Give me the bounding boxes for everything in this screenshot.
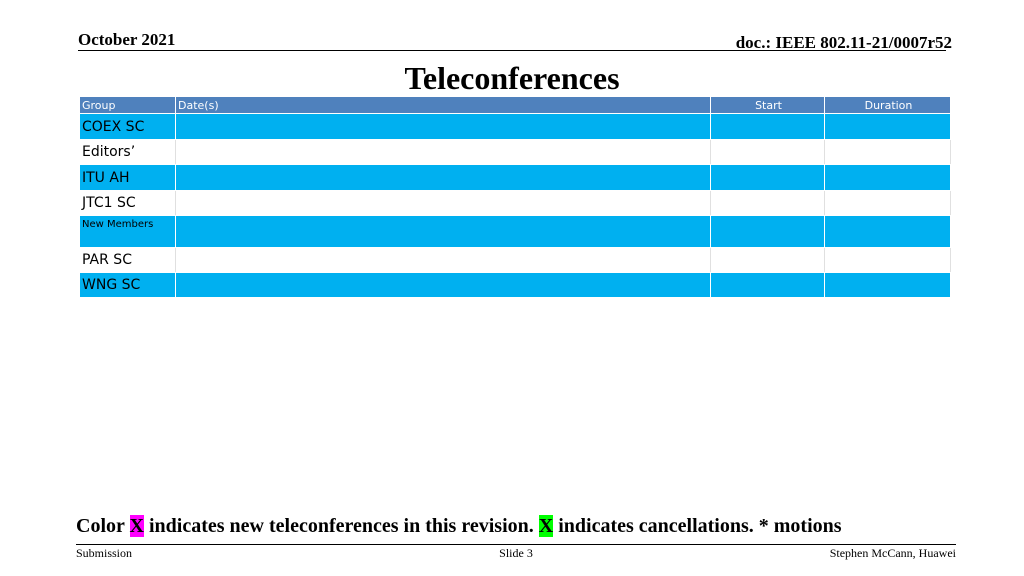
footer-left: Submission <box>76 546 133 560</box>
empty-cell <box>176 248 711 272</box>
empty-cell <box>711 248 825 272</box>
group-cell: Editors’ <box>80 140 176 164</box>
group-cell: JTC1 SC <box>80 191 176 215</box>
cancel-marker: X <box>538 515 554 537</box>
table-row: ITU AH <box>80 165 951 191</box>
group-cell: New Members <box>80 216 176 247</box>
empty-cell <box>176 140 711 164</box>
table-row: WNG SC <box>80 273 951 298</box>
table-row: JTC1 SC <box>80 191 951 216</box>
group-cell: PAR SC <box>80 248 176 272</box>
column-header: Duration <box>825 97 951 113</box>
group-cell: WNG SC <box>80 273 176 297</box>
empty-cell <box>176 165 711 190</box>
empty-cell <box>711 216 825 247</box>
column-header: Start <box>711 97 825 113</box>
table-row: New Members <box>80 216 951 248</box>
table-row: COEX SC <box>80 114 951 140</box>
note-text: indicates cancellations. * motions <box>558 515 842 537</box>
header-row: Group Date(s) Start Duration <box>80 97 951 114</box>
empty-cell <box>825 140 951 164</box>
empty-cell <box>176 273 711 297</box>
column-header: Date(s) <box>176 97 711 113</box>
table-row: PAR SC <box>80 248 951 273</box>
group-cell: ITU AH <box>80 165 176 190</box>
note: Color X indicates new teleconferences in… <box>76 515 842 538</box>
note-text: indicates new teleconferences in this re… <box>148 515 534 537</box>
empty-cell <box>825 114 951 139</box>
empty-cell <box>176 114 711 139</box>
slide-title: Teleconferences <box>404 60 620 96</box>
footer-rule <box>76 544 956 545</box>
empty-cell <box>711 114 825 139</box>
empty-cell <box>825 165 951 190</box>
empty-cell <box>711 165 825 190</box>
table-row: Editors’ <box>80 140 951 165</box>
empty-cell <box>711 140 825 164</box>
empty-cell <box>176 191 711 215</box>
empty-cell <box>825 216 951 247</box>
header-date: October 2021 <box>78 30 176 49</box>
table: Group Date(s) Start Duration COEX SC Editors’… <box>80 97 951 298</box>
empty-cell <box>176 216 711 247</box>
header-rule <box>78 50 946 51</box>
group-cell: COEX SC <box>80 114 176 139</box>
footer-center: Slide 3 <box>499 546 533 560</box>
new-marker: X <box>129 515 144 537</box>
empty-cell <box>825 273 951 297</box>
empty-cell <box>711 191 825 215</box>
column-header: Group <box>80 97 176 113</box>
footer-right: Stephen McCann, Huawei <box>829 546 956 560</box>
header-doc: doc.: IEEE 802.11-21/0007r52 <box>735 33 952 52</box>
empty-cell <box>825 248 951 272</box>
empty-cell <box>825 191 951 215</box>
empty-cell <box>711 273 825 297</box>
note-text: Color <box>76 515 125 537</box>
